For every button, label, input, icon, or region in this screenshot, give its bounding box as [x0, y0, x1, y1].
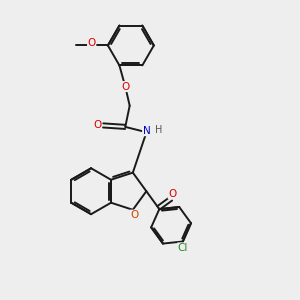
Text: O: O	[168, 189, 176, 199]
Text: O: O	[88, 38, 96, 48]
Text: H: H	[155, 125, 163, 135]
Text: N: N	[142, 126, 150, 136]
Text: O: O	[130, 210, 138, 220]
Text: O: O	[121, 82, 129, 92]
Text: O: O	[93, 120, 101, 130]
Text: Cl: Cl	[178, 243, 188, 253]
